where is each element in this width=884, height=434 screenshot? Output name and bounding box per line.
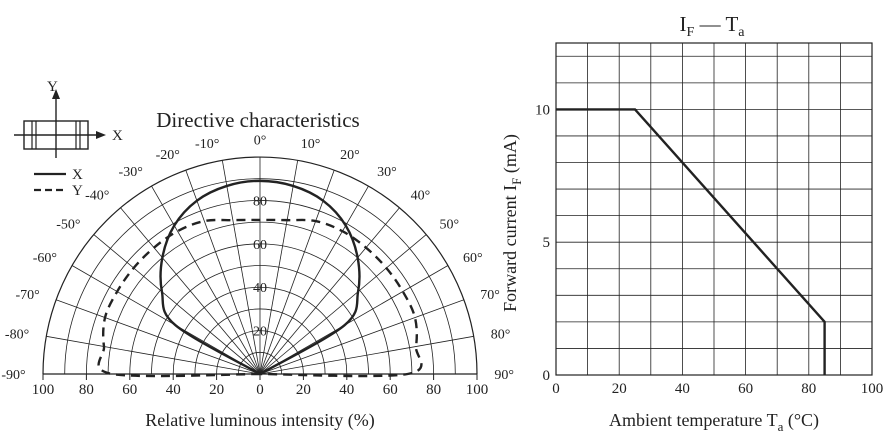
line-ylabel: Forward current IF (mA): [500, 134, 524, 312]
polar-legend: X Y: [34, 167, 83, 199]
polar-angle-label: 50°: [440, 217, 460, 232]
polar-radial-label: 60: [253, 238, 267, 253]
polar-labels: 100 80 60 40 20 0 20 40 60 80 100 20 40 60 80 -90° -80° -…: [1, 134, 514, 398]
polar-angle-label: 90°: [494, 368, 514, 383]
polar-bottom-tick-label: 80: [426, 382, 441, 398]
polar-spoke: [259, 185, 369, 375]
polar-angle-label: -20°: [156, 148, 180, 163]
polar-bottom-tick-label: 100: [32, 382, 55, 398]
polar-bottom-tick-label: 60: [383, 382, 398, 398]
line-y-tick-label: 10: [535, 102, 550, 118]
polar-angle-label: -60°: [33, 251, 57, 266]
line-xlabel: Ambient temperature Ta (°C): [609, 410, 819, 434]
polar-series-y: [97, 218, 423, 378]
polar-spoke: [93, 234, 261, 375]
line-ylabel-text: Forward current I: [500, 185, 520, 312]
polar-spoke: [259, 335, 474, 375]
line-title-dash: —: [694, 12, 725, 36]
polar-title: Directive characteristics: [156, 108, 359, 132]
line-title: IF — Ta: [680, 12, 746, 40]
line-series-if: [556, 108, 826, 375]
polar-spoke: [46, 335, 261, 375]
line-x-tick-label: 0: [552, 381, 560, 397]
polar-chart: Directive characteristics 100 80 60 40 20 0 20…: [1, 79, 514, 431]
line-x-tick-label: 40: [675, 381, 690, 397]
line-xlabel-sub: a: [778, 419, 784, 434]
polar-angle-label: -70°: [16, 288, 40, 303]
polar-radial-label: 80: [253, 194, 267, 209]
line-ticks: 0 20 40 60 80 100 0 5 10: [535, 102, 883, 397]
polar-angle-label: 40°: [411, 188, 431, 203]
polar-xlabel: Relative luminous intensity (%): [145, 410, 374, 431]
inset-y-label: Y: [47, 79, 58, 95]
polar-spoke: [151, 185, 261, 375]
inset-x-label: X: [112, 128, 123, 144]
polar-bottom-tick-label: 100: [466, 382, 489, 398]
polar-bottom-tick-label: 40: [339, 382, 354, 398]
polar-angle-label: 80°: [491, 327, 511, 342]
line-xlabel-text: Ambient temperature T: [609, 410, 778, 430]
polar-spoke: [259, 299, 465, 375]
line-title-main-sub: F: [687, 25, 695, 40]
line-plot-frame: [555, 42, 873, 376]
line-x-tick-label: 60: [738, 381, 753, 397]
polar-spoke: [259, 169, 335, 375]
line-x-tick-label: 100: [861, 381, 884, 397]
line-x-tick-label: 80: [801, 381, 816, 397]
polar-angle-label: 70°: [480, 288, 500, 303]
polar-spoke: [221, 160, 261, 375]
line-y-tick-label: 5: [543, 235, 551, 251]
polar-angle-label: 20°: [340, 148, 360, 163]
polar-angle-label: -80°: [5, 327, 29, 342]
polar-curves: [97, 179, 423, 378]
polar-bottom-tick-label: 80: [79, 382, 94, 398]
polar-angle-label: 0°: [254, 134, 267, 149]
line-y-tick-label: 0: [543, 368, 551, 384]
line-ylabel-sub: F: [509, 178, 524, 185]
polar-angle-label: 10°: [301, 137, 321, 152]
polar-radial-label: 40: [253, 281, 267, 296]
inset-x-arrow-icon: [96, 131, 106, 139]
line-title-second: T: [725, 12, 738, 36]
polar-angle-label: -50°: [56, 217, 80, 232]
polar-bottom-tick-label: 20: [296, 382, 311, 398]
line-title-main: I: [680, 12, 687, 36]
line-series: [556, 108, 826, 375]
polar-spoke: [185, 169, 261, 375]
polar-bottom-tick-label: 40: [166, 382, 181, 398]
polar-angle-label: -30°: [119, 165, 143, 180]
polar-spoke: [259, 234, 427, 375]
legend-label-y: Y: [72, 183, 83, 199]
polar-spoke: [120, 207, 261, 375]
polar-series-x: [159, 179, 361, 376]
polar-angle-label: -90°: [1, 368, 25, 383]
polar-angle-label: 60°: [463, 251, 483, 266]
polar-angle-label: -10°: [195, 137, 219, 152]
polar-bottom-tick-label: 20: [209, 382, 224, 398]
orientation-inset: Y X: [14, 79, 123, 158]
polar-spoke: [55, 299, 261, 375]
polar-spoke: [259, 207, 400, 375]
polar-bottom-tick-label: 60: [122, 382, 137, 398]
polar-spoke: [259, 160, 299, 375]
line-xlabel-unit: (°C): [783, 410, 819, 431]
inset-y-arrow-icon: [52, 89, 60, 99]
polar-radial-label: 20: [253, 325, 267, 340]
polar-bottom-tick-label: 0: [256, 382, 264, 398]
polar-angle-label: 30°: [377, 165, 397, 180]
line-x-tick-label: 20: [612, 381, 627, 397]
line-title-second-sub: a: [738, 25, 745, 40]
legend-label-x: X: [72, 167, 83, 183]
polar-angle-label: -40°: [85, 188, 109, 203]
line-grid: [555, 42, 873, 376]
line-ylabel-unit: (mA): [500, 134, 521, 178]
